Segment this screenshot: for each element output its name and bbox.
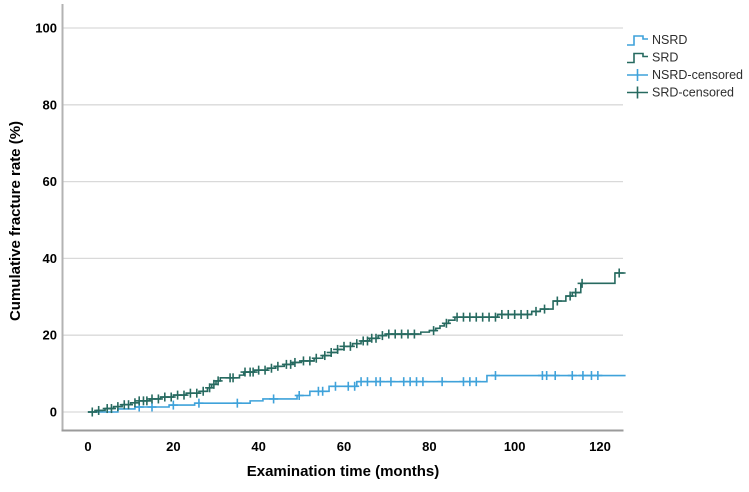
legend-plus-marker-nsrd [627,69,648,81]
x-tick-20: 20 [166,439,180,454]
legend: NSRD SRD NSRD-censored SRD-censored [627,33,743,100]
y-tick-0: 0 [50,405,57,420]
legend-label-srd-censored: SRD-censored [652,86,734,100]
legend-item-nsrd: NSRD [627,33,687,47]
legend-plus-marker-srd [627,86,648,99]
legend-item-srd-censored: SRD-censored [627,86,734,100]
x-tick-100: 100 [504,439,526,454]
legend-item-srd: SRD [627,51,678,65]
x-tick-labels: 0 20 40 60 80 100 120 [84,439,610,454]
gridlines [63,27,623,413]
legend-step-marker-nsrd [627,35,648,46]
y-tick-60: 60 [43,174,57,189]
legend-label-nsrd: NSRD [652,33,687,47]
y-tick-80: 80 [43,97,57,112]
legend-step-marker-srd [627,52,648,64]
y-tick-20: 20 [43,328,57,343]
y-tick-labels: 0 20 40 60 80 100 [35,21,57,420]
y-axis-title: Cumulative fracture rate (%) [7,121,24,321]
x-tick-120: 120 [589,439,611,454]
x-tick-0: 0 [84,439,91,454]
y-tick-40: 40 [43,251,57,266]
legend-label-srd: SRD [652,51,678,65]
series-curves [87,268,626,417]
legend-item-nsrd-censored: NSRD-censored [627,68,743,82]
y-tick-100: 100 [35,21,57,36]
x-axis-title: Examination time (months) [247,463,440,480]
legend-label-nsrd-censored: NSRD-censored [652,68,743,82]
censor-marks-nsrd [134,371,603,412]
x-tick-60: 60 [337,439,351,454]
censor-marks-srd [87,268,624,417]
x-tick-80: 80 [422,439,436,454]
x-tick-40: 40 [251,439,265,454]
